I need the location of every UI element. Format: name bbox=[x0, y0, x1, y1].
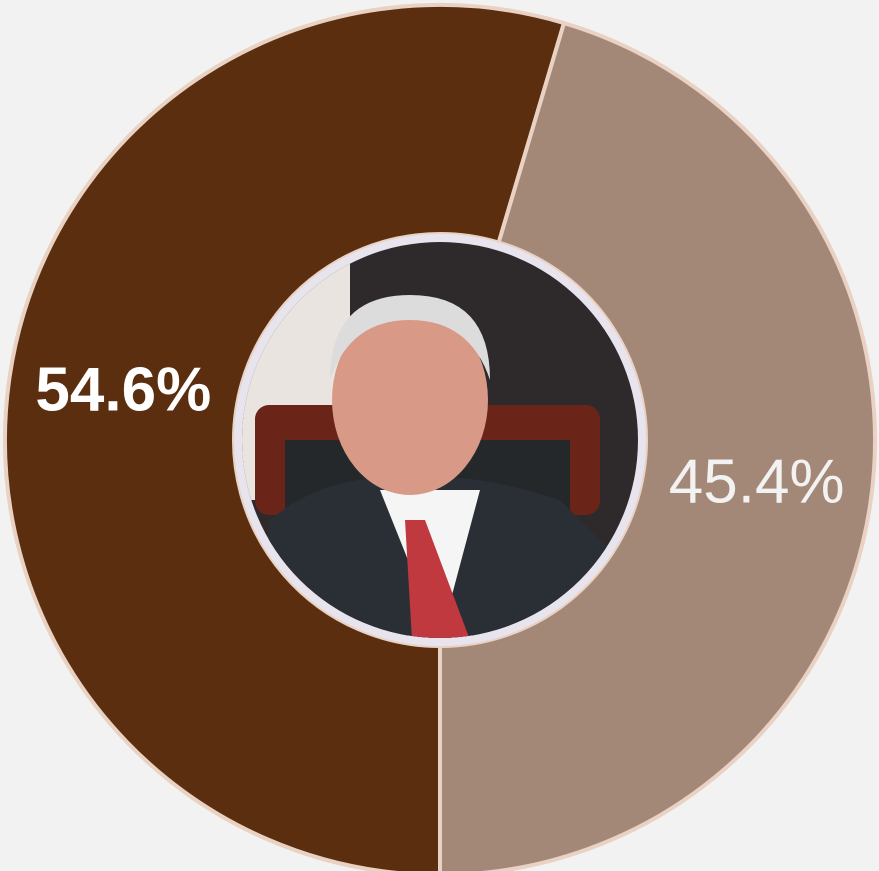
labels: 54.6% 45.4% bbox=[35, 355, 844, 516]
value-label: 45.4% bbox=[669, 447, 845, 516]
value-label: 54.6% bbox=[35, 355, 211, 424]
center-photo bbox=[242, 242, 638, 638]
